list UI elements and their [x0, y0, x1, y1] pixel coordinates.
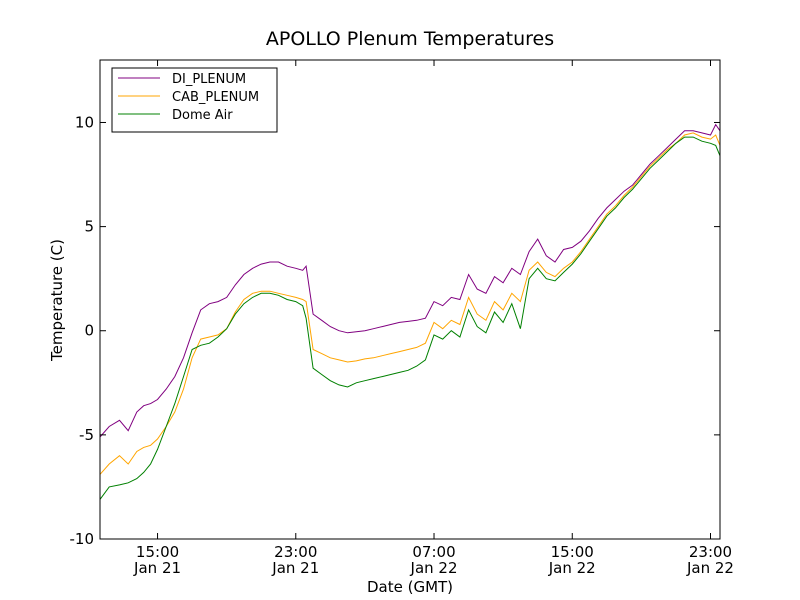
x-tick-label-time: 23:00: [274, 543, 317, 561]
plot-lines: [99, 123, 721, 500]
x-tick-label-date: Jan 21: [133, 559, 181, 577]
legend: DI_PLENUM CAB_PLENUM Dome Air: [111, 67, 278, 133]
x-tick-label-time: 23:00: [689, 543, 732, 561]
y-axis-label: Temperature (C): [48, 239, 66, 362]
x-tick-label-time: 15:00: [551, 543, 594, 561]
y-tick-label: -5: [79, 426, 94, 444]
x-axis-label: Date (GMT): [367, 578, 453, 596]
x-tick-label-date: Jan 22: [548, 559, 596, 577]
legend-label: DI_PLENUM: [172, 72, 246, 87]
plot-frame: [99, 59, 721, 540]
x-tick-label-date: Jan 21: [271, 559, 319, 577]
legend-label: Dome Air: [172, 108, 233, 123]
x-tick-label-date: Jan 22: [686, 559, 734, 577]
series-line-dome-air: [99, 136, 721, 500]
y-tick-label: 0: [84, 322, 94, 340]
series-line-cab-plenum: [99, 132, 721, 475]
x-tick-label-date: Jan 22: [410, 559, 458, 577]
x-tick-label-time: 15:00: [136, 543, 179, 561]
y-tick-label: -10: [70, 530, 95, 548]
legend-label: CAB_PLENUM: [172, 90, 259, 105]
y-tick-label: 5: [84, 218, 94, 236]
y-axis: -10 -5 0 5 10: [70, 113, 720, 548]
legend-box: [111, 67, 278, 133]
chart-title: APOLLO Plenum Temperatures: [266, 28, 554, 50]
x-tick-label-time: 07:00: [412, 543, 455, 561]
y-tick-label: 10: [75, 113, 94, 131]
series-line-di-plenum: [99, 123, 721, 438]
